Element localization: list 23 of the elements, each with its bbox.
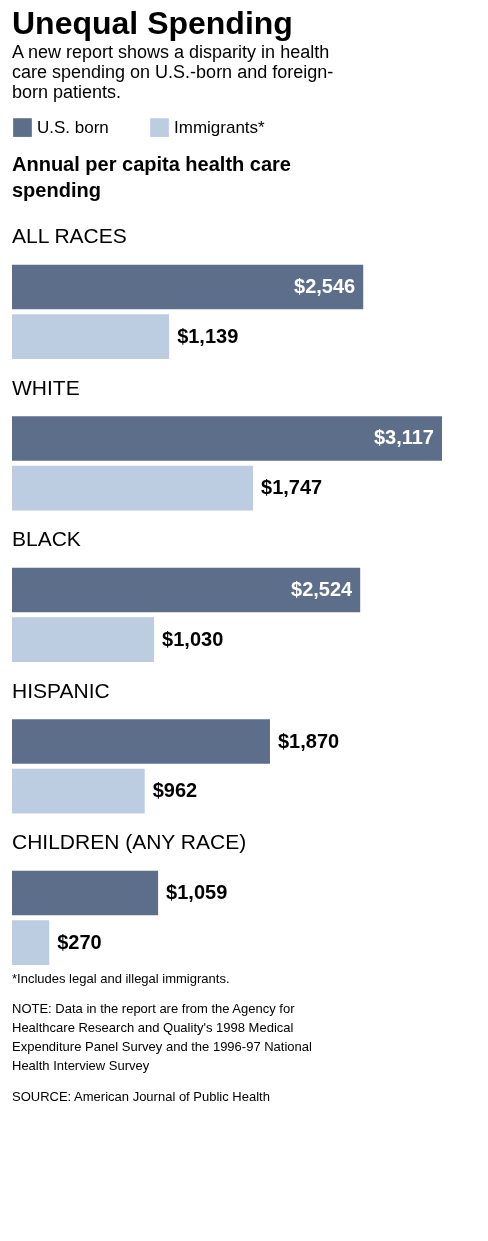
chart-title: Unequal Spending — [12, 5, 293, 41]
text: NOTE: Data in the report are from the Agency for Healthcare Research and Quality's 1998 Medical Expenditure Panel Survey and the 1996-97 National Health Interview Survey — [12, 1001, 313, 1074]
annotation: *Includes legal and illegal immigrants. — [12, 971, 230, 986]
data-label: $2,546 — [294, 274, 356, 297]
y-tick-label: HISPANIC — [12, 678, 110, 702]
data-label: $1,747 — [261, 476, 323, 499]
data-label: $1,870 — [277, 729, 340, 752]
data-label: $2,524 — [291, 578, 354, 600]
legend-label: Immigrants* — [174, 117, 266, 137]
y-tick-label: CHILDREN (ANY RACE) — [12, 830, 247, 854]
data-label: $962 — [152, 779, 198, 802]
y-tick-label: ALL RACES — [12, 224, 127, 248]
data-label: $270 — [57, 930, 102, 953]
y-tick-label: WHITE — [12, 375, 80, 399]
chart-subtitle: A new report shows a disparity in health care spending on U.S.-born and foreign-born patients. — [12, 42, 334, 102]
y-axis-title: Annual per capita health care spending — [12, 153, 291, 201]
legend-label: U.S. born — [37, 117, 109, 137]
data-label: $1,030 — [162, 627, 224, 650]
source-note: SOURCE: American Journal of Public Health — [12, 1088, 270, 1104]
data-label: $1,059 — [166, 881, 228, 904]
y-tick-label: BLACK — [12, 527, 81, 551]
data-label: $3,117 — [373, 426, 434, 449]
data-label: $1,139 — [177, 324, 239, 347]
